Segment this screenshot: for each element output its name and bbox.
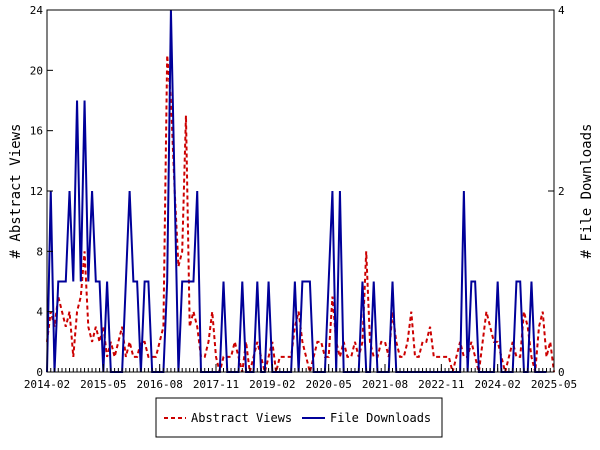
x-tick-label: 2019-02 <box>249 378 295 391</box>
y-left-tick-label: 16 <box>30 125 43 138</box>
x-tick-label: 2024-02 <box>474 378 520 391</box>
y-left-tick-label: 4 <box>36 306 43 319</box>
y-left-tick-label: 0 <box>36 366 43 379</box>
legend-label-file-downloads: File Downloads <box>330 411 431 425</box>
y-right-tick-label: 2 <box>558 185 565 198</box>
x-tick-label: 2017-11 <box>193 378 239 391</box>
y-right-tick-label: 4 <box>558 4 565 17</box>
x-tick-label: 2025-05 <box>531 378 577 391</box>
y-left-axis-title: # Abstract Views <box>8 124 24 259</box>
y-left-tick-label: 12 <box>30 185 43 198</box>
y-left-tick-label: 24 <box>30 4 44 17</box>
x-tick-label: 2014-02 <box>24 378 70 391</box>
legend: Abstract Views File Downloads <box>155 397 443 438</box>
legend-label-abstract-views: Abstract Views <box>191 411 292 425</box>
x-tick-label: 2020-05 <box>305 378 351 391</box>
y-left-axis-ticks: 0 4 8 12 16 20 24 <box>30 4 53 379</box>
y-left-tick-label: 8 <box>36 245 43 258</box>
x-tick-label: 2016-08 <box>136 378 182 391</box>
legend-box <box>155 397 443 438</box>
x-tick-label: 2022-11 <box>418 378 464 391</box>
x-tick-label: 2021-08 <box>362 378 408 391</box>
y-right-axis-ticks: 0 2 4 <box>548 4 565 379</box>
y-right-axis-title: # File Downloads <box>579 124 595 259</box>
series-line-file-downloads <box>46 9 547 373</box>
x-tick-label: 2015-05 <box>80 378 126 391</box>
y-left-tick-label: 20 <box>30 64 43 77</box>
x-axis-ticks: 2014-02 2015-05 2016-08 2017-11 2019-02 2020-… <box>24 364 577 391</box>
y-right-tick-label: 0 <box>558 366 565 379</box>
series-layer <box>46 9 555 373</box>
